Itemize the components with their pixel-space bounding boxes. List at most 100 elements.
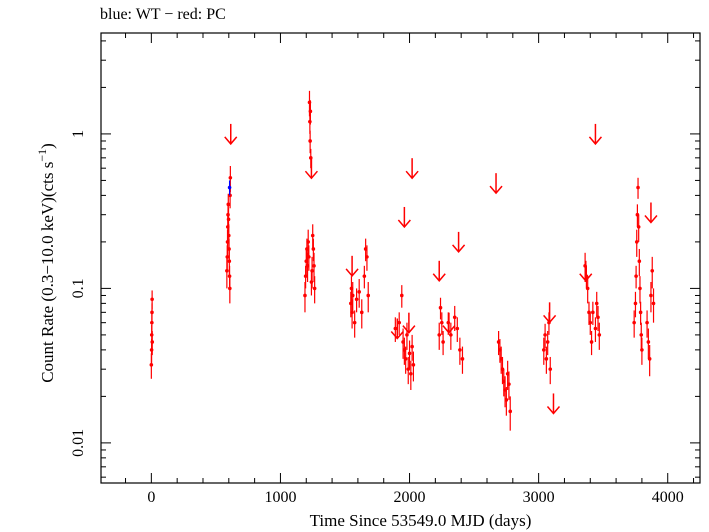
upper-limit-arrow [543,302,557,324]
data-point [649,293,653,298]
data-point [150,340,155,344]
data-point [460,357,465,361]
x-axis-label: Time Since 53549.0 MJD (days) [310,511,532,530]
upper-limit-head [432,273,446,282]
data-point [228,175,233,180]
data-point [438,305,443,310]
upper-limit-head [442,325,456,334]
data-point [544,357,549,361]
data-point [541,348,546,352]
data-point [441,340,445,344]
y-tick-label: 0.1 [70,278,87,298]
data-point [591,310,595,315]
upper-limit-arrow [442,312,456,334]
data-point [405,333,409,337]
data-point [633,301,638,306]
data-point [310,233,315,238]
data-point [651,301,656,306]
data-point [357,290,361,294]
y-axis-label: Count Rate (0.3−10.0 keV)(cts s−1) [35,143,57,383]
upper-limit-head [546,405,561,415]
data-point [545,340,550,344]
upper-limit-arrow [579,260,593,282]
data-point [399,293,404,298]
data-point [312,286,317,291]
data-point [455,326,460,331]
upper-limits [224,123,658,415]
data-point [588,320,593,325]
series-pc [149,90,656,431]
axes-layer: 0 1000 2000 3000 4000 0.01 0.1 1 Time Since 5354… [35,32,701,530]
data-point [310,268,314,273]
data-point [309,280,314,284]
upper-limit-head [543,314,557,324]
data-point [452,315,457,320]
upper-limit-head [224,136,238,146]
upper-limit-arrow [345,255,359,277]
data-point [303,274,308,278]
data-point [440,320,444,325]
upper-limit-arrow [304,158,318,180]
data-point [227,259,232,263]
data-point [149,363,154,367]
data-point [365,255,369,259]
data-point [311,247,316,251]
y-tick-label: 1 [70,130,87,138]
data-point [634,240,639,244]
data-point [410,344,414,349]
data-point [308,109,313,114]
data-point [366,293,371,298]
upper-limit-arrow [390,318,404,340]
data-point [645,320,649,325]
data-point [228,286,232,291]
upper-limit-arrow [397,206,411,229]
upper-limit-arrow [432,260,446,282]
upper-limit-head [579,273,593,282]
data-point [504,398,509,402]
upper-limit-head [588,136,603,146]
data-point [362,274,367,278]
data-point [312,264,316,268]
x-tick-label: 3000 [523,489,555,506]
upper-limit-head [397,219,411,229]
data-point [403,357,408,361]
data-point [507,382,511,386]
data-point [636,185,640,190]
upper-limit-head [304,170,318,180]
data-point [638,286,642,291]
upper-limit-arrow [452,231,466,254]
data-point [634,274,638,278]
data-point [449,333,453,337]
data-layer [149,90,658,431]
upper-limit-arrow [224,123,238,146]
upper-limit-arrow [402,312,416,334]
data-point [640,348,644,352]
data-point [226,217,231,222]
upper-limit-arrow [588,123,603,146]
data-point [596,315,600,320]
upper-limit-arrow [546,393,561,415]
series-wt [227,180,232,196]
data-point [585,286,590,291]
data-point [350,293,355,298]
data-point [632,320,636,325]
data-point [650,268,655,273]
data-point [636,225,641,229]
data-point [393,326,398,331]
data-point [150,310,154,315]
upper-limit-head [390,331,404,340]
x-tick-label: 0 [147,489,155,506]
data-point [303,293,307,298]
x-tick-label: 2000 [394,489,426,506]
upper-limit-arrow [644,202,658,224]
data-point [543,333,547,337]
upper-limit-head [489,185,503,195]
data-point [352,320,357,325]
data-point [597,333,602,337]
data-point [589,340,594,344]
data-point [407,351,412,356]
data-point [227,185,232,190]
data-point [638,310,643,315]
data-point [594,301,599,306]
